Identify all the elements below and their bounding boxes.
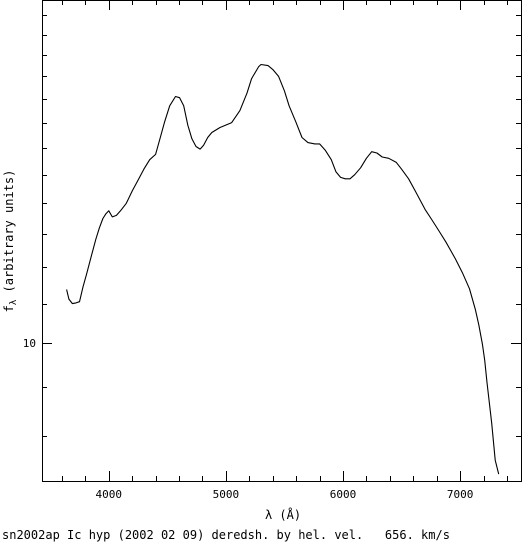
plot-frame [42, 0, 522, 482]
y-axis-label: fλ (arbitrary units) [2, 170, 19, 313]
y-axis-label-sub: λ [9, 299, 19, 305]
series-line-spectrum [66, 63, 500, 475]
x-tick-label: 5000 [213, 488, 240, 501]
y-axis-label-rest: (arbitrary units) [2, 170, 16, 300]
y-tick-label: 10 [23, 337, 36, 350]
tick-labels: 4000 5000 6000 7000 10 [23, 337, 474, 501]
y-axis-label-main: f [2, 305, 16, 312]
figure-caption: sn2002ap Ic hyp (2002 02 09) deredsh. by… [2, 528, 450, 542]
x-tick-label: 7000 [447, 488, 474, 501]
x-tick-label: 6000 [330, 488, 357, 501]
axis-ticks [42, 0, 521, 481]
x-tick-label: 4000 [96, 488, 123, 501]
x-axis-label: λ (Å) [265, 507, 301, 522]
